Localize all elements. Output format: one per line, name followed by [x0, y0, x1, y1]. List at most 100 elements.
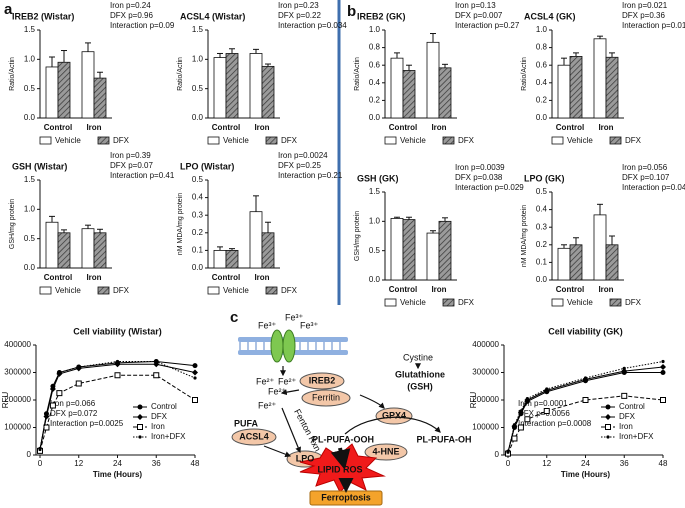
annotation: Interaction p=0.029 [455, 183, 524, 192]
legend-label: DFX [113, 136, 130, 145]
y-tick-label: 0.0 [536, 275, 548, 284]
y-tick-label: 0 [495, 450, 500, 459]
legend-label: Iron [151, 422, 165, 431]
annotation: Iron p=0.066 [50, 399, 96, 408]
legend-swatch [207, 136, 220, 145]
chart-title: GSH (GK) [357, 173, 399, 183]
legend-label: Control [619, 402, 645, 411]
marker [660, 370, 666, 375]
y-tick-label: 1.0 [369, 25, 381, 34]
bar [225, 249, 239, 269]
y-tick-label: 1.0 [24, 54, 36, 63]
diagram-label: Glutathione [395, 369, 445, 379]
annotation: Iron p=0.13 [455, 1, 496, 10]
diagram-label: Fe³⁺ [285, 312, 304, 322]
series-line [39, 361, 196, 450]
legend-swatch [551, 298, 564, 307]
bar [93, 77, 107, 119]
annotation: DFX p=0.107 [622, 173, 670, 182]
x-tick-label: Iron [598, 123, 613, 132]
marker [582, 397, 589, 403]
y-tick-label: 1.5 [369, 187, 381, 196]
marker [154, 359, 158, 364]
x-tick-label: Iron [431, 123, 446, 132]
bar [569, 56, 583, 119]
bar [249, 211, 263, 269]
y-tick-label: 0.0 [192, 113, 204, 122]
legend-label: Vehicle [223, 136, 249, 145]
x-tick-label: Control [44, 273, 72, 282]
legend-label: DFX [151, 412, 168, 421]
marker [192, 369, 198, 376]
panel-label: c [230, 309, 238, 326]
annotation: DFX p=0.22 [278, 11, 321, 20]
diagram-label: LIPID ROS [317, 464, 362, 474]
annotation: DFX p=0.007 [455, 11, 503, 20]
diagram-label: Fe²⁺ [268, 386, 287, 396]
legend-label: Vehicle [567, 298, 593, 307]
chart-title: Cell viability (GK) [548, 326, 623, 336]
annotation: Iron p=0.021 [622, 1, 668, 10]
bar [390, 217, 404, 281]
marker [137, 424, 143, 430]
bar [402, 219, 416, 281]
y-tick-label: 0.4 [192, 193, 204, 202]
y-tick-label: 0 [27, 450, 32, 459]
legend-label: DFX [113, 286, 130, 295]
x-tick-label: 0 [506, 459, 511, 468]
bar [438, 220, 452, 281]
y-tick-label: 1.0 [192, 54, 204, 63]
y-tick-label: 100000 [4, 423, 31, 432]
marker [77, 365, 81, 369]
y-tick-label: 0.6 [369, 60, 381, 69]
diagram-label: PL-PUFA-OOH [312, 434, 374, 444]
x-tick-label: 48 [191, 459, 200, 468]
bar [593, 214, 607, 281]
marker [57, 370, 61, 375]
annotation: Interaction p=0.014 [622, 21, 685, 30]
y-axis-label: Ratio/Actin [177, 57, 184, 91]
series-line [507, 361, 664, 453]
y-tick-label: 0.0 [192, 263, 204, 272]
diagram-label: Fe²⁺ [256, 376, 275, 386]
legend-label: DFX [625, 298, 642, 307]
bar [213, 249, 227, 269]
y-tick-label: 0.0 [536, 113, 548, 122]
marker [583, 376, 588, 380]
transporter [270, 329, 284, 363]
y-axis-label: nM MDA/mg protein [177, 193, 184, 255]
y-tick-label: 0.0 [369, 113, 381, 122]
bar [557, 64, 571, 119]
node [364, 443, 408, 461]
bar [593, 38, 607, 119]
diagram-label: PUFA [234, 418, 259, 428]
x-tick-label: 36 [620, 459, 629, 468]
marker [545, 387, 549, 391]
legend-label: DFX [281, 136, 298, 145]
bar [57, 232, 71, 269]
legend-label: Vehicle [55, 136, 81, 145]
annotation: DFX p=0.25 [278, 161, 321, 170]
marker [114, 372, 121, 379]
x-tick-label: 36 [152, 459, 161, 468]
bar [225, 53, 239, 119]
diagram-label: PL-PUFA-OH [417, 434, 472, 444]
legend-swatch [609, 298, 622, 307]
annotation: Iron p=0.24 [110, 1, 151, 10]
y-tick-label: 0.5 [369, 246, 381, 255]
y-axis-label: Ratio/Actin [521, 57, 528, 91]
y-axis-label: GSH/mg protein [9, 199, 16, 249]
chart-title: IREB2 (Wistar) [12, 11, 74, 21]
x-tick-label: Control [389, 285, 417, 294]
marker [38, 447, 42, 452]
x-tick-label: Iron [86, 273, 101, 282]
legend-swatch [39, 286, 52, 295]
diagram-label: Ferroptosis [321, 492, 371, 502]
marker [621, 368, 628, 375]
y-tick-label: 0.2 [192, 228, 204, 237]
y-tick-label: 300000 [4, 368, 31, 377]
legend-swatch [97, 286, 110, 295]
bar [426, 41, 440, 119]
annotation: Interaction p=0.21 [278, 171, 343, 180]
marker [193, 376, 197, 380]
